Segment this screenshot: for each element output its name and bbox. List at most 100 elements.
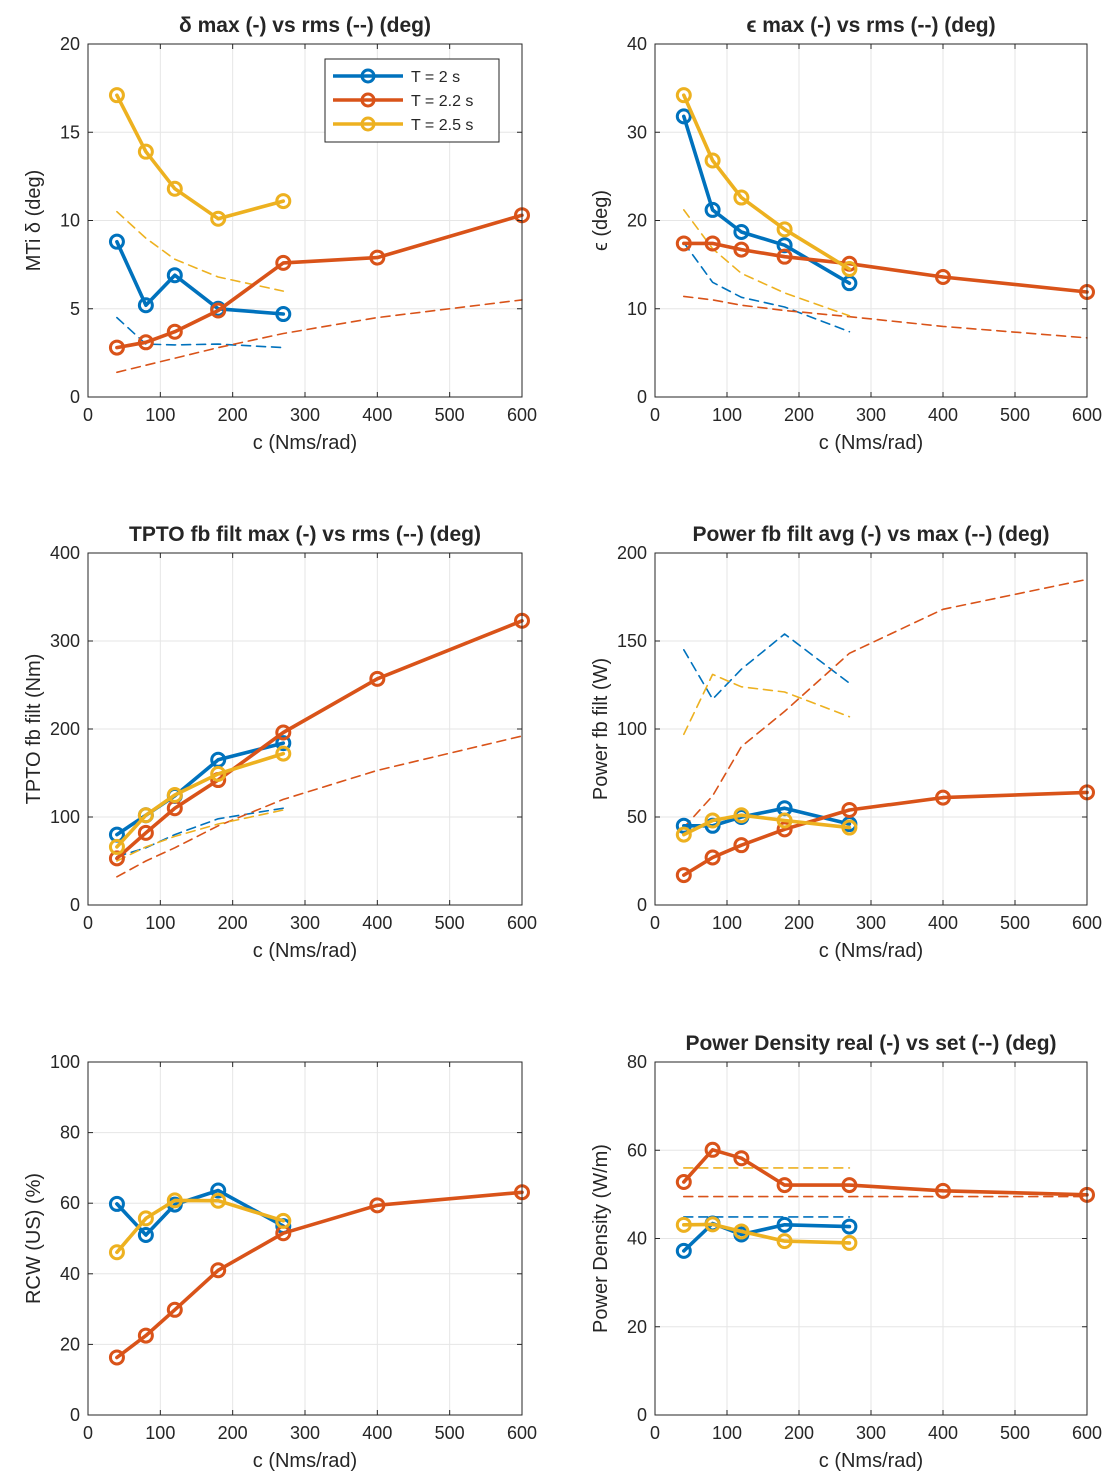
series-line-t-2-5-s (681, 813, 852, 837)
data-point (166, 323, 183, 340)
x-tick-label: 400 (362, 913, 392, 933)
data-point (733, 189, 750, 206)
data-point (841, 819, 858, 836)
data-point (166, 180, 183, 197)
series-line-t-2-5-s-dashed (116, 210, 285, 292)
y-tick-label: 40 (627, 34, 647, 54)
data-point (210, 1192, 227, 1209)
data-point (275, 724, 292, 741)
series-line-t-2-2-s (681, 1148, 1089, 1197)
y-axis-label: Power Density (W/m) (590, 1144, 612, 1333)
data-point (210, 210, 227, 227)
data-point (108, 339, 125, 356)
y-tick-label: 20 (627, 211, 647, 231)
series-line-t-2-2-s-dashed (682, 578, 1088, 829)
x-tick-label: 300 (290, 405, 320, 425)
x-tick-label: 500 (435, 1423, 465, 1443)
data-point (776, 821, 793, 838)
data-point (675, 108, 692, 125)
data-point (108, 233, 125, 250)
data-point (704, 849, 721, 866)
x-tick-label: 100 (712, 1423, 742, 1443)
y-tick-label: 0 (637, 895, 647, 915)
x-tick-label: 200 (784, 913, 814, 933)
x-tick-label: 500 (435, 913, 465, 933)
data-point (108, 1195, 125, 1212)
data-point (369, 670, 386, 687)
x-tick-label: 300 (856, 405, 886, 425)
subplot-5: 0 100 200 300 400 500 600 0 20 40 60 80 100 c (Nms/ra… (23, 1052, 537, 1472)
x-tick-label: 100 (145, 405, 175, 425)
series-line-t-2-2-s (681, 790, 1089, 877)
data-point (704, 812, 721, 829)
series-line-t-2-5-s-dashed (116, 809, 285, 862)
series-line-t-2-2-s-dashed (682, 295, 1088, 339)
y-tick-label: 0 (637, 1405, 647, 1425)
x-tick-label: 0 (650, 1423, 660, 1443)
x-tick-label: 300 (290, 1423, 320, 1443)
data-point (166, 1301, 183, 1318)
x-tick-label: 100 (145, 1423, 175, 1443)
x-tick-label: 200 (218, 913, 248, 933)
data-point (675, 1242, 692, 1259)
data-point (369, 1197, 386, 1214)
x-tick-label: 0 (83, 405, 93, 425)
x-tick-label: 200 (784, 405, 814, 425)
data-point (841, 261, 858, 278)
data-point (166, 800, 183, 817)
data-point (275, 745, 292, 762)
data-point (733, 837, 750, 854)
legend-entry: T = 2.5 s (411, 117, 473, 134)
y-tick-label: 50 (627, 807, 647, 827)
legend: T = 2 s T = 2.2 s T = 2.5 s (324, 58, 500, 143)
x-tick-label: 200 (218, 405, 248, 425)
data-point (275, 306, 292, 323)
data-point (137, 807, 154, 824)
data-point (210, 1262, 227, 1279)
data-point (776, 1233, 793, 1250)
data-point (776, 248, 793, 265)
x-tick-label: 200 (784, 1423, 814, 1443)
x-tick-label: 600 (507, 1423, 537, 1443)
y-tick-label: 100 (50, 1052, 80, 1072)
x-tick-label: 600 (507, 405, 537, 425)
y-tick-label: 20 (627, 1317, 647, 1337)
y-tick-label: 30 (627, 122, 647, 142)
y-tick-label: 10 (627, 299, 647, 319)
data-point (108, 850, 125, 867)
x-tick-label: 100 (712, 913, 742, 933)
data-point (275, 254, 292, 271)
data-point (733, 223, 750, 240)
y-tick-label: 300 (50, 631, 80, 651)
series-line-t-2-s (681, 1221, 852, 1253)
legend-marker (360, 116, 376, 132)
y-axis-label: ϵ (deg) (590, 190, 612, 251)
data-point (704, 152, 721, 169)
x-tick-label: 400 (928, 405, 958, 425)
x-tick-label: 500 (1000, 405, 1030, 425)
series-line-t-2-5-s-dashed (682, 673, 851, 736)
y-tick-label: 0 (70, 1405, 80, 1425)
subplot-4: 0 100 200 300 400 500 600 0 50 100 150 200 Power fb … (590, 523, 1102, 962)
subplot-2: 0 100 200 300 400 500 600 0 10 20 30 40 ϵ max (-) vs… (590, 14, 1102, 454)
subplot-title: Power fb filt avg (-) vs max (--) (deg) (692, 523, 1049, 546)
x-tick-label: 400 (362, 405, 392, 425)
data-point (841, 275, 858, 292)
x-tick-label: 100 (712, 405, 742, 425)
data-point (275, 1212, 292, 1229)
x-axis-label: c (Nms/rad) (819, 432, 923, 454)
x-tick-label: 300 (856, 913, 886, 933)
y-axis-label: Power fb filt (W) (590, 658, 612, 800)
y-tick-label: 400 (50, 543, 80, 563)
data-point (675, 1174, 692, 1191)
x-axis-label: c (Nms/rad) (253, 432, 357, 454)
x-tick-label: 500 (1000, 1423, 1030, 1443)
subplot-3: 0 100 200 300 400 500 600 0 100 200 300 400 TPTO fb … (23, 523, 537, 962)
x-tick-label: 600 (1072, 913, 1102, 933)
y-tick-label: 200 (617, 543, 647, 563)
legend-marker (360, 92, 376, 108)
data-point (675, 826, 692, 843)
data-point (675, 235, 692, 252)
x-tick-label: 300 (290, 913, 320, 933)
data-point (704, 1216, 721, 1233)
